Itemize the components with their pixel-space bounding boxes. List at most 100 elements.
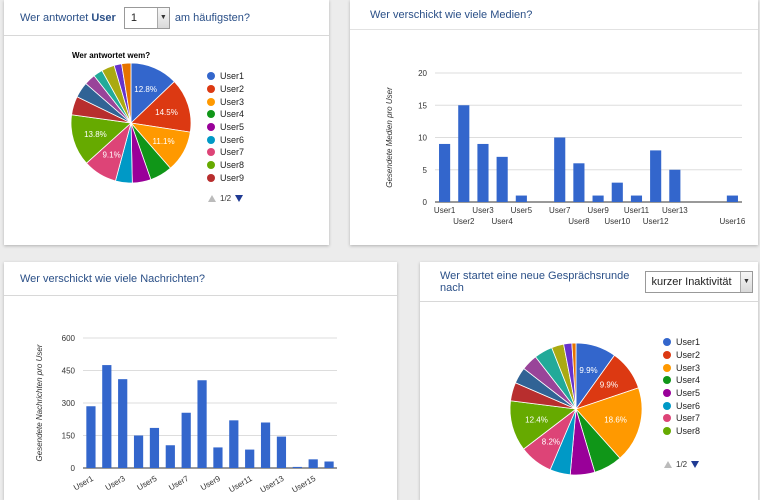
- legend-item[interactable]: User4: [207, 108, 244, 121]
- pie-slice[interactable]: [575, 387, 643, 459]
- bar[interactable]: [118, 379, 128, 468]
- triangle-up-icon[interactable]: [664, 461, 672, 468]
- legend-label: User5: [220, 122, 245, 133]
- y-axis-label: Gesendete Nachrichten pro User: [35, 344, 44, 461]
- x-tick-label: User5: [135, 474, 158, 493]
- pie-slice[interactable]: [70, 114, 132, 164]
- bar[interactable]: [496, 156, 508, 202]
- legend-item[interactable]: User1: [207, 70, 244, 83]
- pie-slice-label: 13.8%: [84, 130, 107, 139]
- legend-swatch: [207, 110, 215, 119]
- y-tick-label: 10: [418, 134, 427, 143]
- bar[interactable]: [245, 449, 255, 468]
- legend-swatch: [207, 85, 215, 94]
- media-header-title: Wer verschickt wie viele Medien?: [370, 8, 533, 21]
- legend-item[interactable]: User7: [207, 146, 244, 159]
- conversation-legend: User1 User2 User3 User4 User5 User6 User7 User8: [663, 336, 700, 438]
- legend-item[interactable]: User7: [663, 412, 700, 425]
- y-tick-label: 15: [418, 101, 427, 110]
- bar[interactable]: [477, 143, 489, 202]
- legend-item[interactable]: User8: [207, 159, 244, 172]
- legend-swatch: [663, 389, 671, 398]
- bar[interactable]: [102, 365, 112, 468]
- x-tick-label: User16: [720, 217, 746, 226]
- pie-slice[interactable]: [571, 342, 577, 410]
- pie-slice-label: 12.4%: [525, 416, 548, 425]
- legend-item[interactable]: User5: [207, 121, 244, 134]
- bar[interactable]: [292, 466, 302, 468]
- x-tick-label: User11: [624, 206, 650, 215]
- bar[interactable]: [260, 422, 271, 469]
- bar[interactable]: [229, 420, 239, 468]
- x-tick-label: User5: [511, 206, 533, 215]
- bar[interactable]: [611, 182, 623, 202]
- bar[interactable]: [515, 195, 527, 202]
- legend-item[interactable]: User1: [663, 336, 700, 349]
- legend-item[interactable]: User6: [663, 399, 700, 412]
- triangle-up-icon[interactable]: [208, 195, 216, 202]
- bar[interactable]: [276, 436, 287, 468]
- bar[interactable]: [197, 380, 207, 468]
- bar[interactable]: [458, 105, 470, 202]
- pie-slice-label: 11.1%: [153, 137, 175, 146]
- triangle-down-icon[interactable]: [235, 195, 244, 202]
- legend-item[interactable]: User2: [663, 349, 700, 362]
- bar[interactable]: [630, 195, 643, 202]
- legend-label: User5: [676, 388, 701, 399]
- legend-item[interactable]: User5: [663, 387, 700, 400]
- user-select[interactable]: 1 ▼: [123, 6, 170, 29]
- messages-panel: Wer verschickt wie viele Nachrichten? 0 1…: [4, 262, 397, 500]
- legend-label: User6: [676, 400, 701, 411]
- messages-panel-header: Wer verschickt wie viele Nachrichten?: [4, 262, 397, 296]
- bar[interactable]: [650, 150, 662, 202]
- inactivity-select-value: kurzer Inaktivität: [651, 275, 732, 288]
- bar[interactable]: [573, 163, 585, 202]
- legend-label: User7: [676, 413, 701, 424]
- bar[interactable]: [592, 195, 604, 202]
- responds-pie-chart: Wer antwortet wem? 12.8% 14.5% 11.1% 9.1% 13.…: [70, 51, 192, 184]
- conversation-panel: Wer startet eine neue Gesprächsrunde nac…: [420, 262, 758, 500]
- legend-item[interactable]: User2: [207, 83, 244, 96]
- x-tick-label: User13: [662, 206, 688, 215]
- inactivity-select[interactable]: kurzer Inaktivität ▼: [644, 270, 753, 293]
- legend-item[interactable]: User3: [663, 361, 700, 374]
- responds-pager: 1/2: [208, 194, 244, 203]
- x-tick-label: User10: [604, 217, 630, 226]
- bar[interactable]: [439, 143, 451, 202]
- chevron-down-icon[interactable]: ▼: [156, 7, 169, 28]
- conversation-pager-label: 1/2: [676, 460, 688, 469]
- x-tick-label: User12: [643, 217, 669, 226]
- user-select-value: 1: [130, 11, 137, 24]
- legend-item[interactable]: User3: [207, 95, 244, 108]
- bar[interactable]: [726, 195, 738, 202]
- legend-swatch: [663, 401, 671, 410]
- conversation-header-title: Wer startet eine neue Gesprächsrunde nac…: [440, 269, 630, 294]
- pie-slice-label: 14.5%: [155, 108, 178, 117]
- x-tick-label: User8: [568, 217, 590, 226]
- legend-item[interactable]: User6: [207, 133, 244, 146]
- responds-header-suffix: am häufigsten?: [174, 11, 251, 24]
- bar[interactable]: [149, 427, 160, 468]
- bar[interactable]: [669, 169, 681, 202]
- legend-label: User4: [676, 375, 701, 386]
- bar[interactable]: [324, 461, 334, 469]
- legend-item[interactable]: User8: [663, 425, 700, 438]
- pie-slice[interactable]: [130, 80, 192, 133]
- x-tick-label: User1: [72, 474, 95, 493]
- triangle-down-icon[interactable]: [691, 461, 700, 468]
- bar[interactable]: [213, 447, 223, 468]
- y-tick-label: 20: [418, 69, 427, 78]
- pie-slice[interactable]: [121, 62, 132, 124]
- bar[interactable]: [554, 137, 566, 203]
- bar[interactable]: [308, 459, 318, 468]
- y-tick-label: 0: [423, 198, 428, 207]
- bar[interactable]: [133, 435, 144, 469]
- x-tick-label: User2: [453, 217, 475, 226]
- bar[interactable]: [165, 445, 175, 468]
- responds-header-prefix: Wer antwortet: [20, 11, 89, 24]
- legend-item[interactable]: User9: [207, 172, 244, 185]
- bar[interactable]: [181, 412, 191, 468]
- legend-item[interactable]: User4: [663, 374, 700, 387]
- chevron-down-icon[interactable]: ▼: [740, 271, 752, 292]
- bar[interactable]: [86, 406, 96, 468]
